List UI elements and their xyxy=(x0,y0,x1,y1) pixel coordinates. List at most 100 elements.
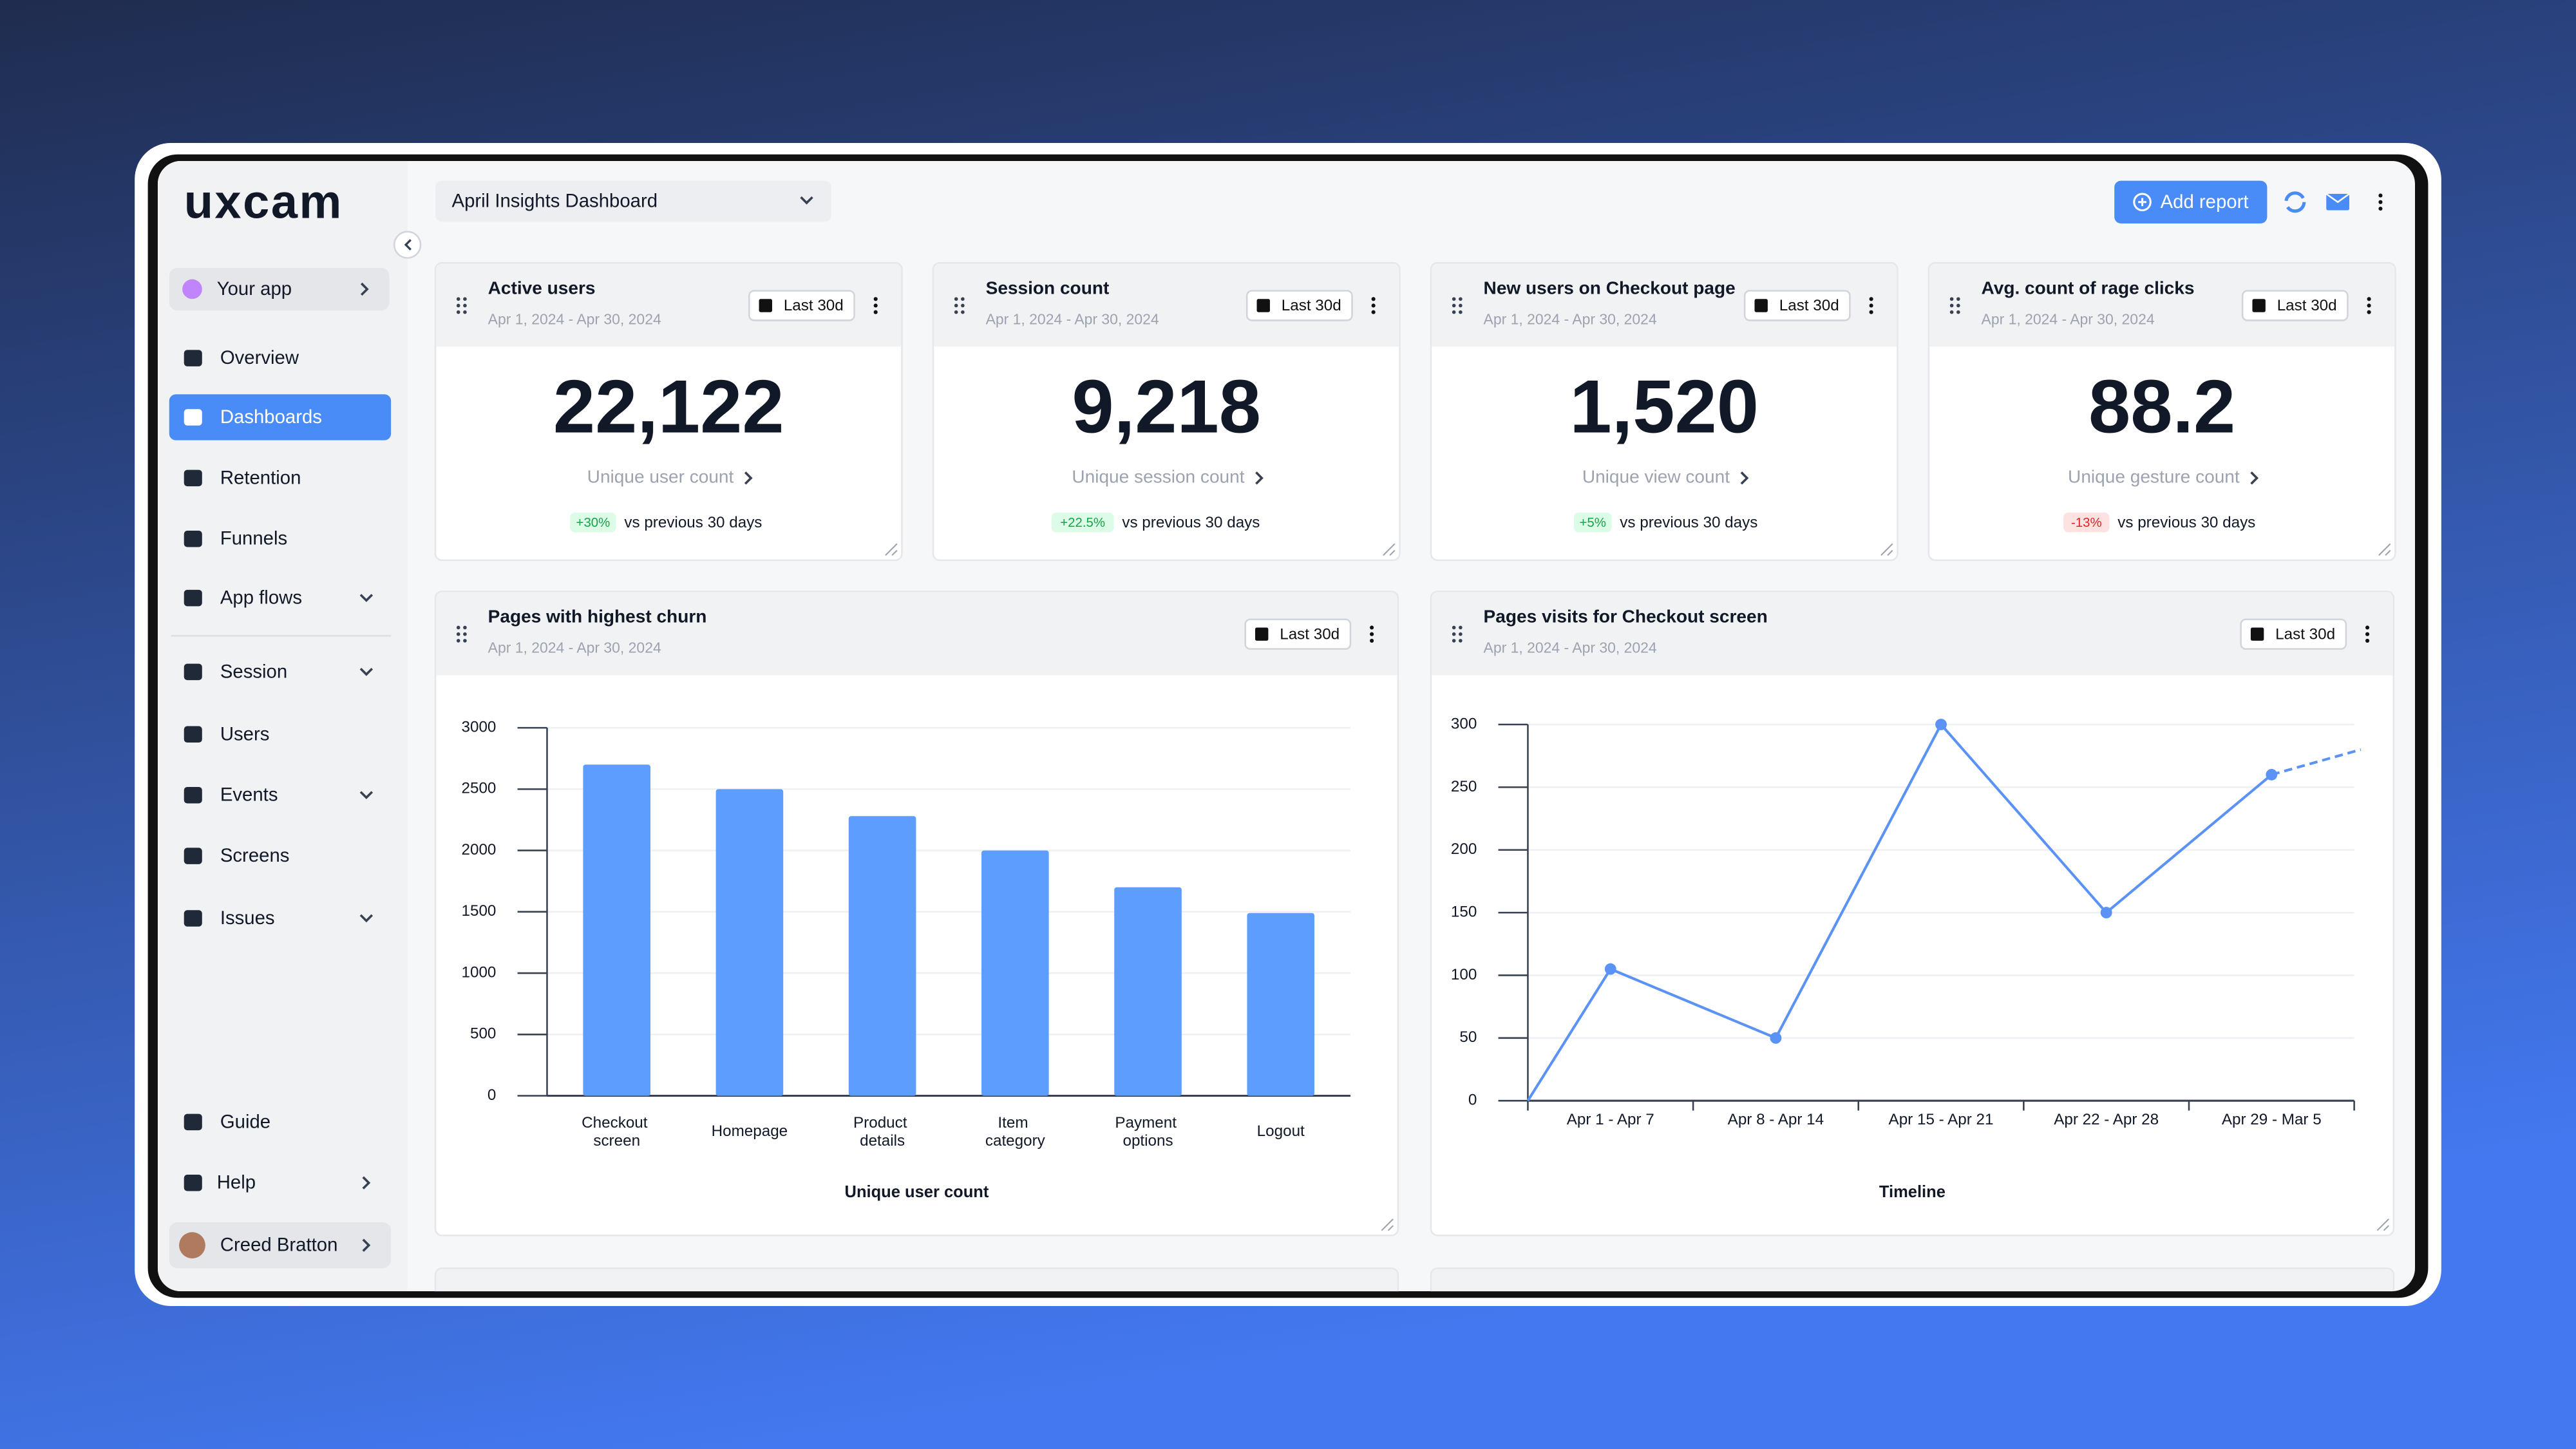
y-tick-label: 300 xyxy=(1451,715,1477,732)
drag-dot xyxy=(463,303,467,308)
refresh-button[interactable] xyxy=(2284,191,2306,213)
nav-label[interactable]: Guide xyxy=(220,1111,270,1132)
drag-dot xyxy=(1452,303,1456,308)
kpi-card: New users on Checkout page Apr 1, 2024 - … xyxy=(1430,261,1899,562)
menu-dot xyxy=(2365,632,2370,636)
nav-label[interactable]: Dashboards xyxy=(220,406,322,428)
x-axis-label: Unique user count xyxy=(845,1183,989,1201)
resize-handle xyxy=(1381,1218,1394,1231)
x-tick-label: Checkout screen xyxy=(582,1114,652,1150)
card-peek xyxy=(434,1267,1399,1292)
nav-label[interactable]: Funnels xyxy=(220,528,287,549)
drag-dot xyxy=(1949,303,1954,308)
app-switcher[interactable] xyxy=(169,267,390,311)
range-badge[interactable] xyxy=(2241,290,2349,321)
range-badge[interactable] xyxy=(1743,290,1851,321)
nav-label[interactable]: Users xyxy=(220,723,270,744)
x-tick-label: Homepage xyxy=(712,1122,788,1140)
resize-handle xyxy=(2378,543,2391,556)
menu-dot xyxy=(873,310,878,314)
app-name: Your app xyxy=(217,278,292,299)
card-title: Pages visits for Checkout screen xyxy=(1484,607,1768,627)
nav-label[interactable]: Help xyxy=(217,1172,256,1193)
x-tick-label: Payment options xyxy=(1115,1114,1180,1150)
menu-dot xyxy=(2378,206,2383,211)
kpi-metric[interactable]: Unique gesture count xyxy=(2068,467,2240,487)
resize-handle xyxy=(1383,543,1396,556)
nav-label[interactable]: App flows xyxy=(220,587,302,609)
nav-item: Overview xyxy=(184,347,299,368)
kpi-card: Session count Apr 1, 2024 - Apr 30, 2024 L… xyxy=(932,261,1401,562)
card-date: Apr 1, 2024 - Apr 30, 2024 xyxy=(488,311,661,328)
kpi-value: 1,520 xyxy=(1569,364,1759,448)
mail-flap xyxy=(2325,193,2350,204)
kpi-metric[interactable]: Unique view count xyxy=(1582,467,1730,487)
nav-icon xyxy=(184,350,202,366)
drag-dot xyxy=(463,297,467,301)
drag-dot xyxy=(1452,310,1456,314)
menu-dot xyxy=(2367,303,2371,308)
user-menu[interactable] xyxy=(169,1222,392,1269)
y-tick-label: 0 xyxy=(488,1086,496,1104)
card-date: Apr 1, 2024 - Apr 30, 2024 xyxy=(1484,639,1657,656)
nav-label[interactable]: Events xyxy=(220,784,278,806)
kpi-value: 9,218 xyxy=(1072,364,1261,448)
nav-icon xyxy=(184,726,202,743)
dashboard-name: April Insights Dashboard xyxy=(452,191,658,212)
range-badge[interactable] xyxy=(1245,290,1353,321)
chevron xyxy=(359,594,374,602)
change-badge xyxy=(2063,512,2110,533)
chart-card: Pages visits for Checkout screen Apr 1, 2… xyxy=(1430,591,2395,1236)
card-peek xyxy=(1430,1267,2395,1292)
logo: uxcam xyxy=(184,175,343,228)
user-name: Creed Bratton xyxy=(220,1235,338,1256)
kpi-value: 88.2 xyxy=(2088,364,2235,448)
x-tick-label: Logout xyxy=(1257,1122,1305,1140)
dashboard-select[interactable] xyxy=(435,180,831,222)
comparison: vs previous 30 days xyxy=(2117,514,2255,531)
card-date: Apr 1, 2024 - Apr 30, 2024 xyxy=(1982,311,2155,328)
bar xyxy=(1247,913,1315,1096)
point xyxy=(1935,719,1947,730)
menu-dot xyxy=(1370,632,1374,636)
y-tick-label: 3000 xyxy=(462,719,497,736)
range-badge[interactable] xyxy=(748,290,855,321)
card-date: Apr 1, 2024 - Apr 30, 2024 xyxy=(488,639,661,656)
calendar-icon xyxy=(1754,299,1768,312)
range-badge[interactable] xyxy=(2240,618,2347,650)
card-title: New users on Checkout page xyxy=(1484,278,1736,298)
nav-label[interactable]: Overview xyxy=(220,347,299,368)
collapse-button[interactable] xyxy=(393,231,422,259)
chevron xyxy=(362,1176,371,1189)
nav-item: Events xyxy=(184,784,374,806)
chevron xyxy=(359,914,374,923)
menu-dot xyxy=(1869,297,1873,301)
drag-dot xyxy=(456,297,460,301)
drag-dot xyxy=(954,303,958,308)
chevron xyxy=(1740,471,1749,485)
add-icon-plus xyxy=(2138,198,2146,207)
card-title: Session count xyxy=(986,278,1110,298)
calendar-icon xyxy=(1256,299,1270,312)
range-label: Last 30d xyxy=(1779,297,1839,314)
kpi-metric[interactable]: Unique session count xyxy=(1072,467,1244,487)
bar xyxy=(1114,887,1182,1096)
nav-label[interactable]: Retention xyxy=(220,467,301,488)
y-tick-label: 100 xyxy=(1451,966,1477,983)
nav-item: Users xyxy=(184,723,270,744)
kpi-metric[interactable]: Unique user count xyxy=(587,467,734,487)
drag-dot xyxy=(463,625,467,630)
drag-dot xyxy=(1956,310,1960,314)
menu-dot xyxy=(873,297,878,301)
drag-dot xyxy=(456,310,460,314)
nav-label[interactable]: Issues xyxy=(220,907,275,929)
comparison: vs previous 30 days xyxy=(1122,514,1260,531)
nav-icon xyxy=(184,1174,202,1191)
menu-dot xyxy=(1370,625,1374,630)
add-report-label: Add report xyxy=(2161,191,2249,213)
nav-label[interactable]: Screens xyxy=(220,845,290,866)
calendar-icon xyxy=(2252,299,2266,312)
range-badge[interactable] xyxy=(1244,618,1352,650)
add-report-button[interactable] xyxy=(2114,180,2268,223)
nav-label[interactable]: Session xyxy=(220,661,287,682)
